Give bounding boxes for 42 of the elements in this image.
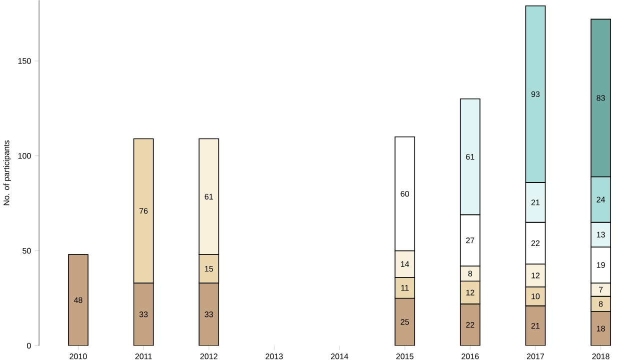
data-label: 10: [532, 294, 540, 300]
data-label: 93: [531, 92, 540, 98]
x-tick-label: 2018: [592, 354, 610, 360]
data-label: 21: [531, 323, 540, 329]
x-tick-label: 2013: [266, 354, 283, 360]
data-label: 61: [466, 154, 474, 160]
y-tick-label: 50: [22, 248, 31, 254]
data-label: 8: [468, 270, 472, 277]
data-label: 76: [139, 208, 148, 214]
data-label: 8: [598, 301, 603, 307]
data-label: 21: [531, 200, 540, 206]
data-label: 27: [466, 238, 474, 244]
data-label: 12: [532, 272, 540, 278]
data-label: 7: [598, 287, 603, 293]
y-tick-label: 0: [27, 343, 31, 349]
x-tick-label: 2016: [462, 354, 479, 360]
x-tick-label: 2012: [200, 354, 218, 360]
data-label: 12: [466, 290, 474, 296]
data-label: 15: [205, 266, 214, 272]
data-label: 60: [400, 191, 410, 197]
data-label: 61: [204, 194, 213, 200]
x-tick-label: 2010: [70, 354, 87, 360]
data-label: 13: [596, 232, 605, 238]
x-tick-label: 2017: [526, 354, 544, 360]
data-label: 48: [74, 297, 82, 304]
data-label: 22: [466, 322, 474, 328]
x-tick-label: 2014: [330, 354, 348, 360]
data-label: 18: [596, 326, 605, 332]
data-label: 24: [596, 196, 606, 203]
data-label: 19: [596, 262, 605, 268]
x-tick-label: 2011: [135, 354, 152, 360]
y-axis-title: No. of participants: [3, 140, 11, 206]
x-tick-label: 2015: [396, 354, 414, 360]
data-label: 33: [139, 312, 148, 318]
y-tick-label: 150: [18, 58, 31, 64]
data-label: 83: [596, 95, 605, 102]
data-label: 14: [400, 262, 410, 268]
data-label: 25: [400, 319, 409, 326]
data-label: 11: [401, 285, 409, 291]
data-label: 22: [531, 240, 540, 246]
data-label: 33: [204, 312, 213, 318]
y-tick-label: 100: [18, 153, 31, 159]
